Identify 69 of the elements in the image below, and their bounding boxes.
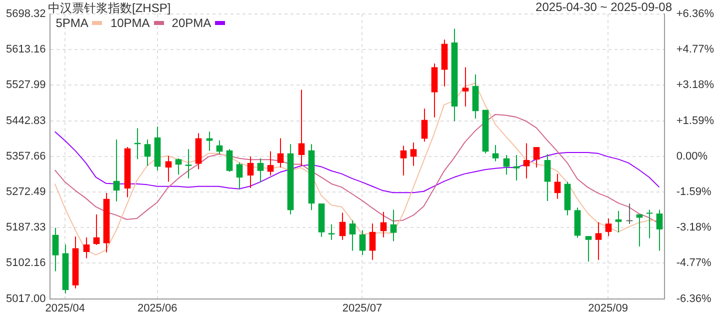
candlestick — [410, 142, 417, 166]
y-tick-label: 5357.66 — [6, 150, 46, 162]
y-tick-label: 5527.99 — [6, 79, 46, 92]
y2-tick-label: +6.36% — [676, 8, 714, 20]
y2-tick-label: -6.36% — [676, 292, 712, 305]
legend-label: 10PMA — [110, 16, 150, 30]
candlestick — [226, 148, 233, 172]
candlestick — [52, 227, 59, 272]
y-tick-label: 5613.16 — [6, 44, 46, 56]
y2-tick-label: +3.18% — [676, 79, 714, 92]
candlestick — [113, 139, 120, 202]
y2-tick-label: 0.00% — [676, 150, 708, 162]
candlestick — [257, 158, 264, 183]
candlestick — [144, 139, 151, 166]
x-tick-label: 2025/04 — [45, 302, 86, 314]
candlestick — [585, 236, 592, 262]
candlestick — [359, 230, 366, 256]
legend-label: 5PMA — [56, 16, 88, 30]
y-tick-label: 5272.49 — [6, 186, 46, 198]
chart-subtitle: 2025-04-30 ~ 2025-09-08 — [536, 0, 672, 14]
y-tick-label: 5017.00 — [6, 292, 46, 305]
candlestick — [421, 108, 428, 142]
candlestick — [267, 150, 274, 176]
y2-tick-label: +1.59% — [676, 114, 714, 127]
candlestick — [83, 236, 90, 259]
candlestick — [277, 138, 284, 168]
y2-tick-label: -3.18% — [676, 222, 712, 234]
candlestick — [533, 146, 540, 168]
y-tick-label: 5442.83 — [6, 114, 46, 127]
candlestick — [513, 154, 520, 182]
y-tick-label: 5187.33 — [6, 222, 46, 234]
x-tick-label: 2025/06 — [137, 302, 178, 314]
candlestick — [503, 154, 510, 176]
chart-title: 中汉票针浆指数[ZHSP] — [48, 0, 171, 17]
x-tick-label: 2025/09 — [588, 302, 628, 314]
y2-tick-label: -1.59% — [676, 186, 712, 198]
y-tick-label: 5102.16 — [6, 257, 46, 270]
candlestick — [216, 140, 223, 155]
y-tick-label: 5698.32 — [6, 8, 46, 20]
candlestick — [236, 162, 243, 190]
candlestick — [185, 148, 192, 179]
candlestick — [544, 154, 551, 202]
candlestick — [175, 158, 182, 176]
candlestick — [247, 156, 254, 189]
candlestick — [615, 210, 622, 233]
y2-tick-label: -4.77% — [676, 257, 712, 270]
candlestick — [462, 66, 469, 108]
candlestick — [646, 209, 653, 239]
candlestick — [165, 155, 172, 182]
y2-tick-label: +4.77% — [676, 44, 714, 56]
candlestick — [93, 214, 100, 246]
x-tick-label: 2025/07 — [342, 302, 382, 314]
candlestick — [400, 145, 407, 176]
candlestick — [206, 131, 213, 152]
candlestick — [492, 144, 499, 162]
candlestick — [595, 222, 602, 260]
candlestick — [605, 218, 612, 237]
candlestick — [369, 223, 376, 260]
candlestick — [298, 89, 305, 166]
candlestick — [328, 224, 335, 240]
candlestick — [554, 173, 561, 200]
candlestick — [339, 212, 346, 240]
candlestick — [380, 211, 387, 238]
legend-label: 20PMA — [172, 16, 212, 30]
candlestick — [656, 209, 663, 252]
candlestick — [349, 220, 356, 252]
candlestick — [626, 202, 633, 224]
candlestick — [523, 142, 530, 179]
candlestick — [390, 209, 397, 242]
